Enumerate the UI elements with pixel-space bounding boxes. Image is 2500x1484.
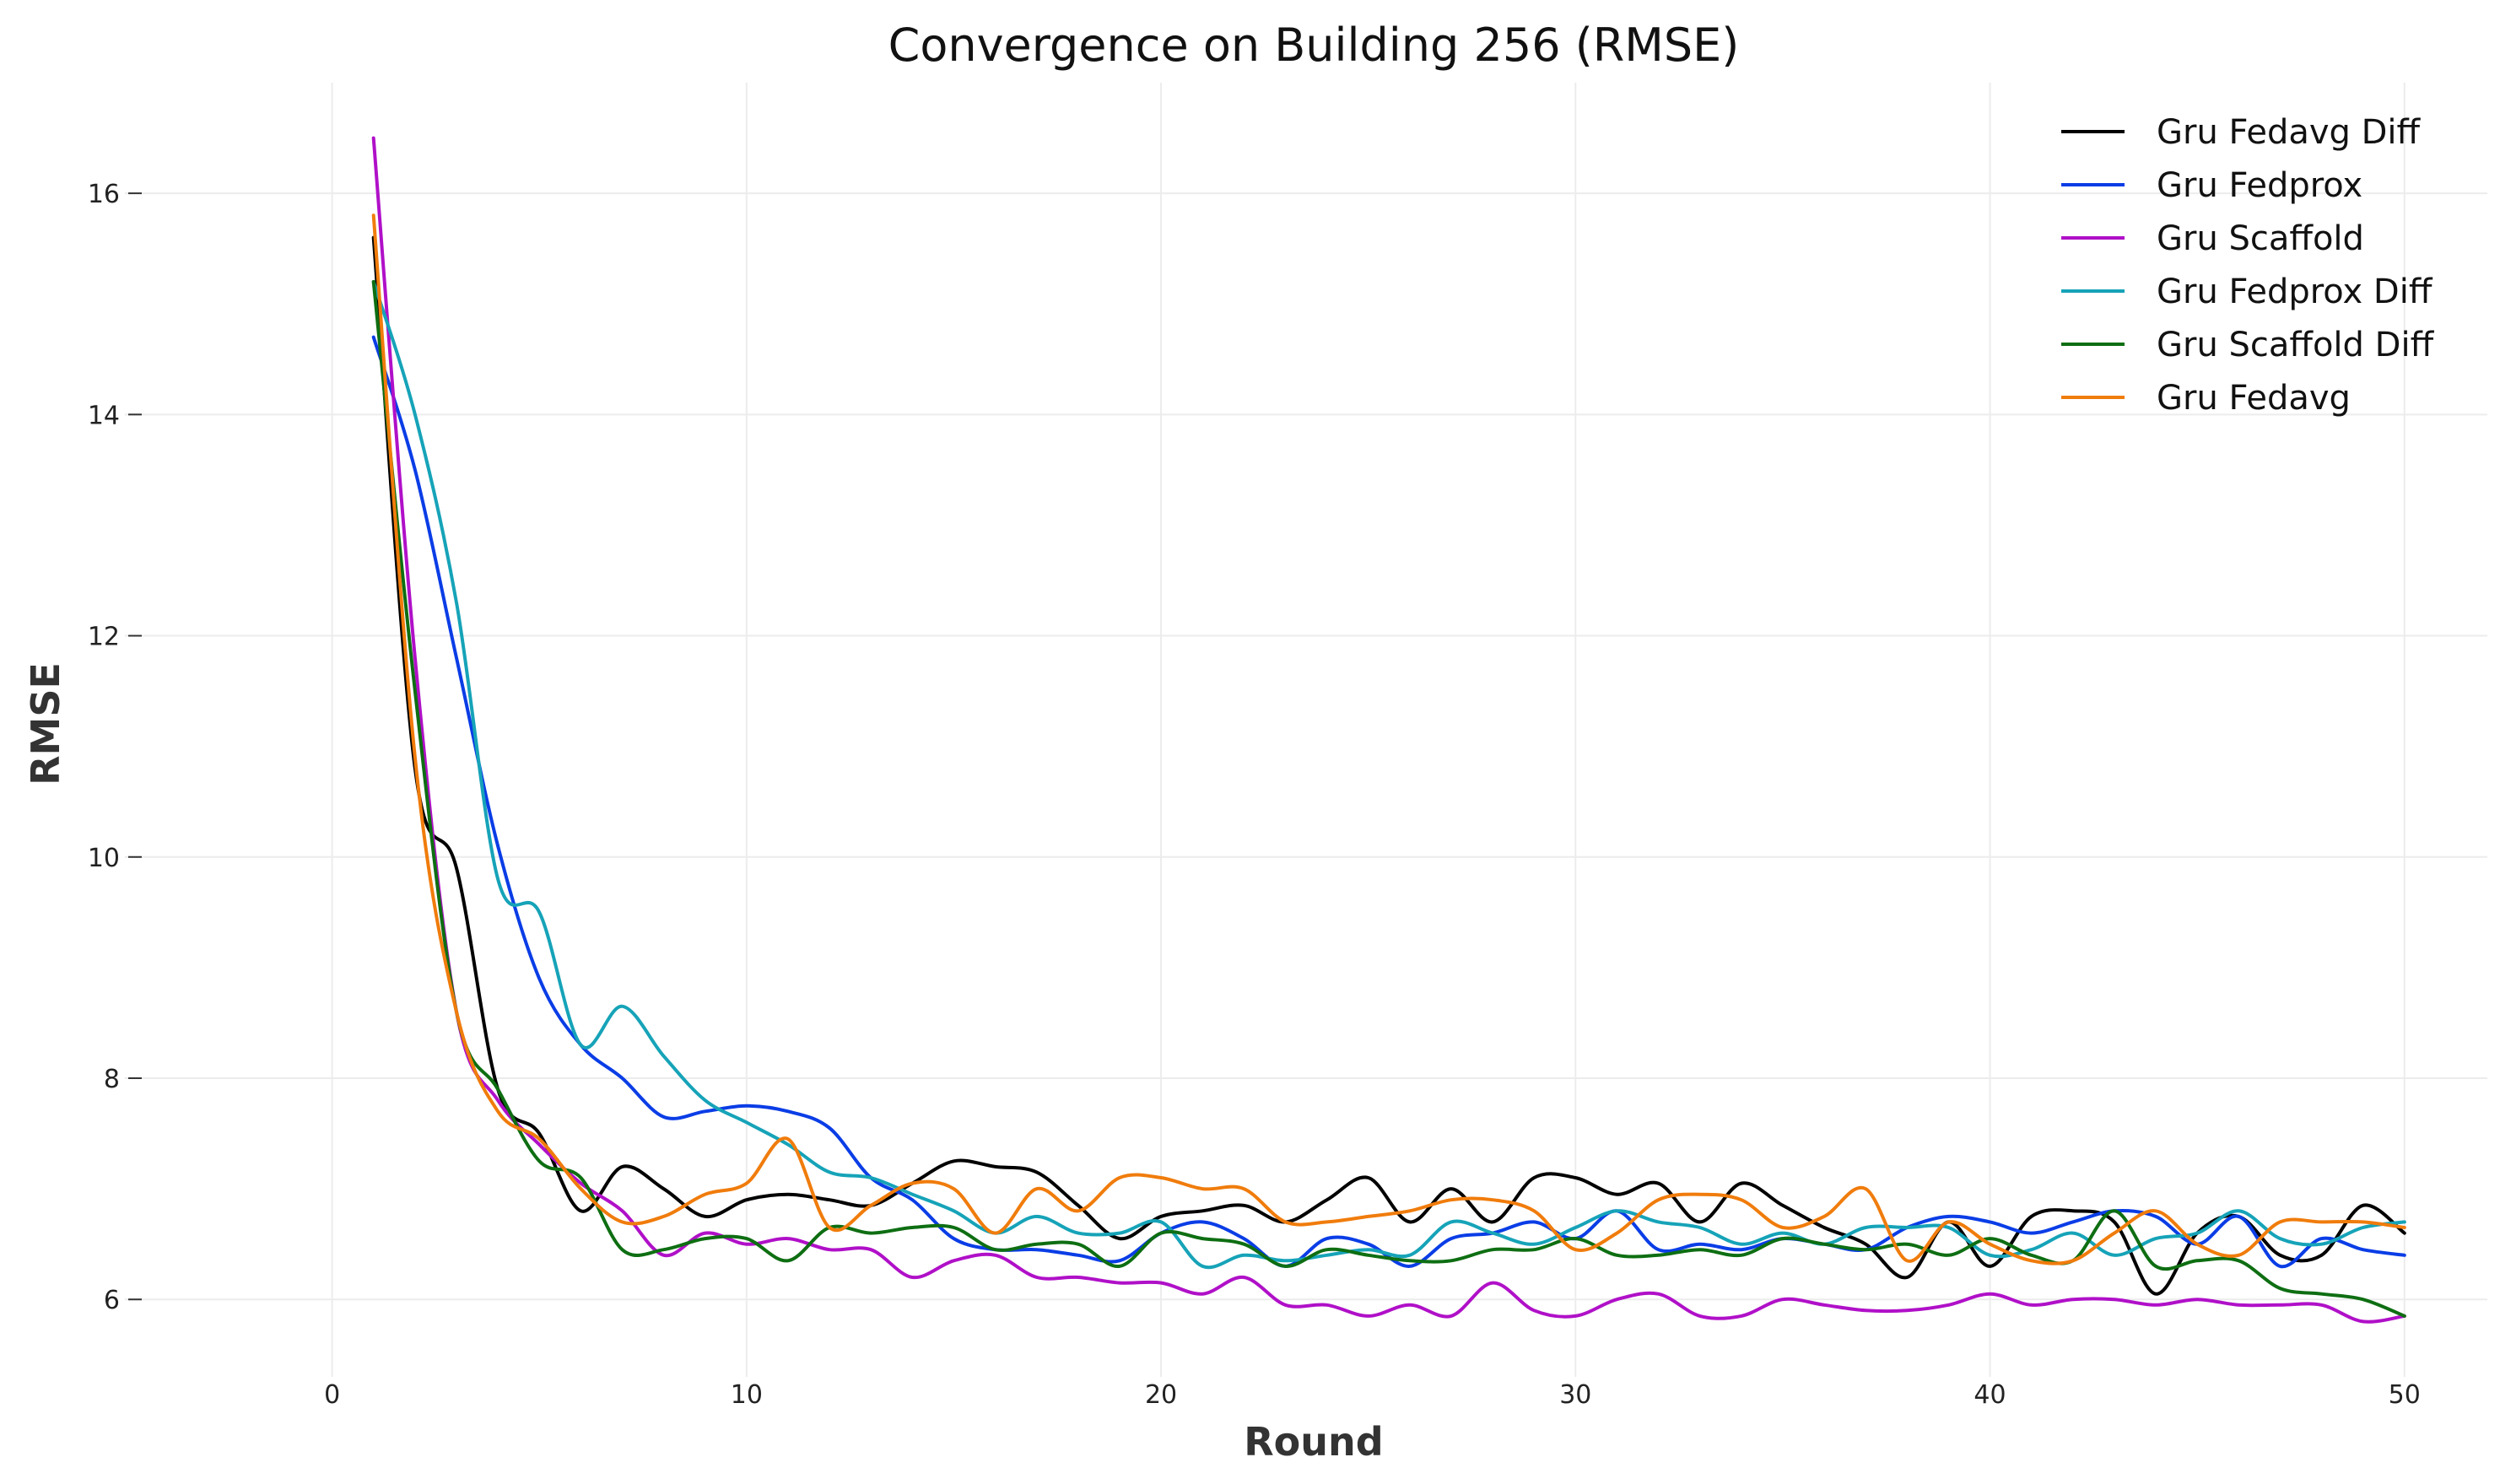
y-tick-label: 8 (104, 1065, 120, 1094)
y-tick-label: 10 (88, 844, 120, 873)
legend-label: Gru Fedprox (2157, 166, 2362, 205)
legend-label: Gru Scaffold Diff (2157, 326, 2435, 364)
legend-label: Gru Fedavg (2157, 379, 2351, 418)
x-tick-label: 20 (1145, 1380, 1177, 1410)
legend: Gru Fedavg Diff Gru Fedprox Gru Scaffold Gr… (2061, 113, 2435, 418)
y-tick-label: 12 (88, 623, 120, 652)
series-line-2 (371, 335, 2406, 1269)
x-axis-ticks: 0 10 20 30 40 50 (324, 1380, 2421, 1410)
y-tick-label: 6 (104, 1286, 120, 1315)
series-line-1 (371, 235, 2406, 1296)
y-tick-label: 16 (88, 180, 120, 209)
series-line-6 (371, 213, 2406, 1265)
chart-title: Convergence on Building 256 (RMSE) (888, 19, 1740, 72)
series-lines (371, 136, 2406, 1324)
y-axis-ticks: 6 8 10 12 14 16 (88, 180, 142, 1315)
x-tick-label: 50 (2389, 1380, 2421, 1410)
x-tick-label: 0 (324, 1380, 340, 1410)
legend-label: Gru Scaffold (2157, 219, 2364, 258)
y-tick-label: 14 (88, 401, 120, 430)
x-tick-label: 30 (1559, 1380, 1591, 1410)
legend-label: Gru Fedavg Diff (2157, 113, 2422, 152)
x-tick-label: 10 (731, 1380, 763, 1410)
x-tick-label: 40 (1974, 1380, 2006, 1410)
x-axis-label: Round (1244, 1419, 1383, 1465)
legend-label: Gru Fedprox Diff (2157, 273, 2433, 311)
y-axis-label: RMSE (23, 662, 68, 785)
